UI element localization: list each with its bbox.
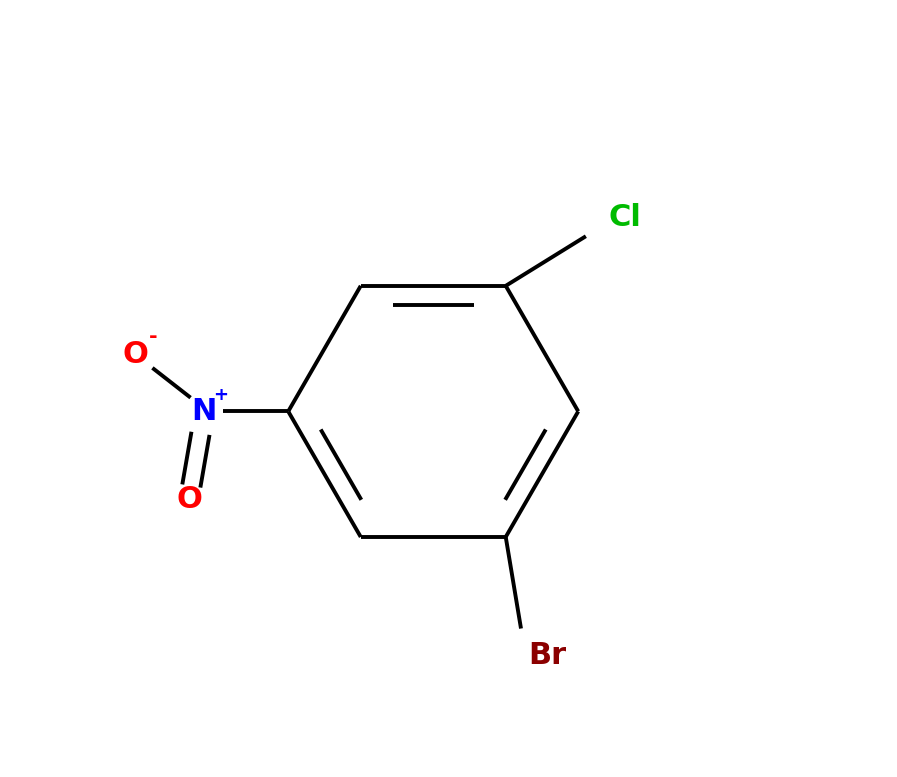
Text: N: N	[192, 397, 217, 426]
Text: -: -	[149, 326, 158, 347]
Text: O: O	[176, 485, 202, 514]
Text: Cl: Cl	[609, 203, 641, 232]
Text: +: +	[213, 385, 229, 403]
Text: Br: Br	[528, 641, 567, 670]
Text: O: O	[123, 340, 149, 368]
